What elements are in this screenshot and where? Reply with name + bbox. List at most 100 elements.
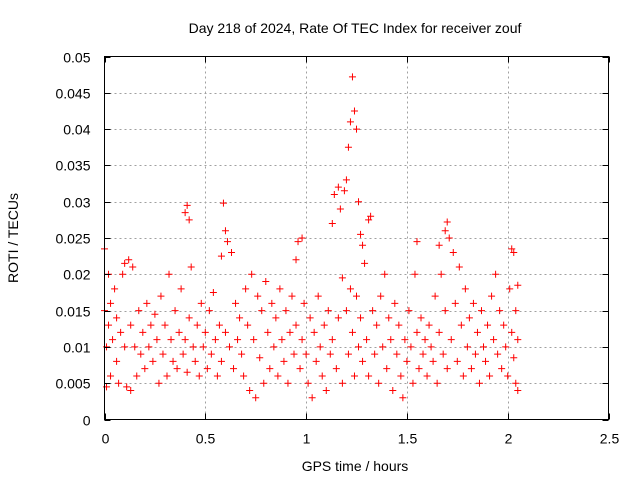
data-point	[193, 321, 201, 329]
data-point	[425, 321, 433, 329]
data-point	[344, 143, 352, 151]
grid-lines	[104, 56, 609, 420]
data-point	[405, 307, 413, 315]
data-point	[209, 288, 217, 296]
data-point	[377, 292, 385, 300]
data-point	[113, 314, 121, 322]
y-tick-label: 0	[83, 413, 91, 429]
data-point	[181, 336, 189, 344]
data-point	[127, 386, 135, 394]
data-point	[506, 285, 514, 293]
data-point	[357, 230, 365, 238]
data-point	[379, 343, 387, 351]
data-point	[494, 350, 502, 358]
data-point	[332, 365, 340, 373]
data-point	[113, 357, 121, 365]
data-point	[484, 321, 492, 329]
data-point	[298, 336, 306, 344]
y-tick-label: 0.045	[55, 86, 90, 102]
data-point	[475, 379, 483, 387]
data-point	[147, 321, 155, 329]
data-point	[338, 274, 346, 282]
data-point	[441, 307, 449, 315]
x-tick-label: 2	[505, 431, 513, 447]
data-point	[373, 321, 381, 329]
data-point	[429, 357, 437, 365]
data-point	[195, 372, 203, 380]
data-point	[359, 241, 367, 249]
y-tick-label: 0.035	[55, 158, 90, 174]
y-tick-label: 0.01	[63, 340, 90, 356]
data-point	[463, 343, 471, 351]
data-point	[314, 292, 322, 300]
data-point	[173, 365, 181, 373]
data-point	[471, 350, 479, 358]
data-point	[383, 365, 391, 373]
data-point	[465, 314, 473, 322]
data-point	[413, 238, 421, 246]
data-point	[187, 263, 195, 271]
data-point	[492, 270, 500, 278]
data-point	[290, 350, 298, 358]
data-point	[280, 357, 288, 365]
data-point	[353, 125, 360, 133]
data-point	[149, 357, 157, 365]
data-point	[395, 321, 403, 329]
data-point	[371, 350, 379, 358]
data-point	[508, 245, 516, 253]
data-point	[274, 372, 282, 380]
data-point	[375, 379, 383, 387]
data-point	[189, 343, 197, 351]
axis-ticks: 0 0.005 0.01 0.015 0.02 0.025 0.03 0.035 0.04 0.0…	[55, 50, 619, 447]
data-point	[294, 238, 302, 246]
data-point	[359, 357, 367, 365]
data-point	[510, 249, 518, 257]
data-point	[306, 314, 314, 322]
data-point	[413, 328, 421, 336]
data-point	[435, 241, 443, 249]
data-point	[129, 263, 137, 271]
data-point	[496, 307, 504, 315]
data-point	[228, 249, 236, 257]
data-point	[223, 238, 231, 246]
data-point	[107, 299, 115, 307]
data-point	[185, 216, 193, 224]
data-point	[316, 343, 324, 351]
y-tick-label: 0.03	[63, 195, 90, 211]
data-point	[217, 357, 225, 365]
data-point	[326, 350, 334, 358]
data-point	[242, 285, 250, 293]
data-point	[260, 379, 268, 387]
data-point	[342, 307, 350, 315]
data-point	[219, 199, 227, 207]
data-point	[254, 292, 262, 300]
y-tick-label: 0.05	[63, 50, 90, 66]
data-point	[203, 365, 211, 373]
data-point	[183, 201, 191, 209]
data-point	[109, 336, 117, 344]
data-point	[244, 321, 252, 329]
data-point	[125, 256, 133, 264]
data-point	[338, 379, 346, 387]
y-axis-label: ROTI / TECUs	[5, 193, 21, 283]
y-tick-label: 0.025	[55, 231, 90, 247]
data-point	[272, 314, 280, 322]
data-point	[334, 183, 342, 191]
data-point	[117, 328, 125, 336]
data-point	[155, 379, 163, 387]
data-point	[500, 321, 508, 329]
data-point	[423, 372, 431, 380]
data-point	[302, 350, 310, 358]
data-point	[514, 336, 522, 344]
data-point	[292, 256, 300, 264]
data-point	[328, 219, 336, 227]
chart-title: Day 218 of 2024, Rate Of TEC Index for r…	[189, 20, 522, 36]
data-point	[310, 328, 318, 336]
data-point	[248, 270, 256, 278]
data-point	[169, 357, 177, 365]
data-point	[221, 227, 229, 235]
data-point	[296, 365, 304, 373]
data-point	[443, 218, 451, 226]
data-point	[127, 321, 135, 329]
